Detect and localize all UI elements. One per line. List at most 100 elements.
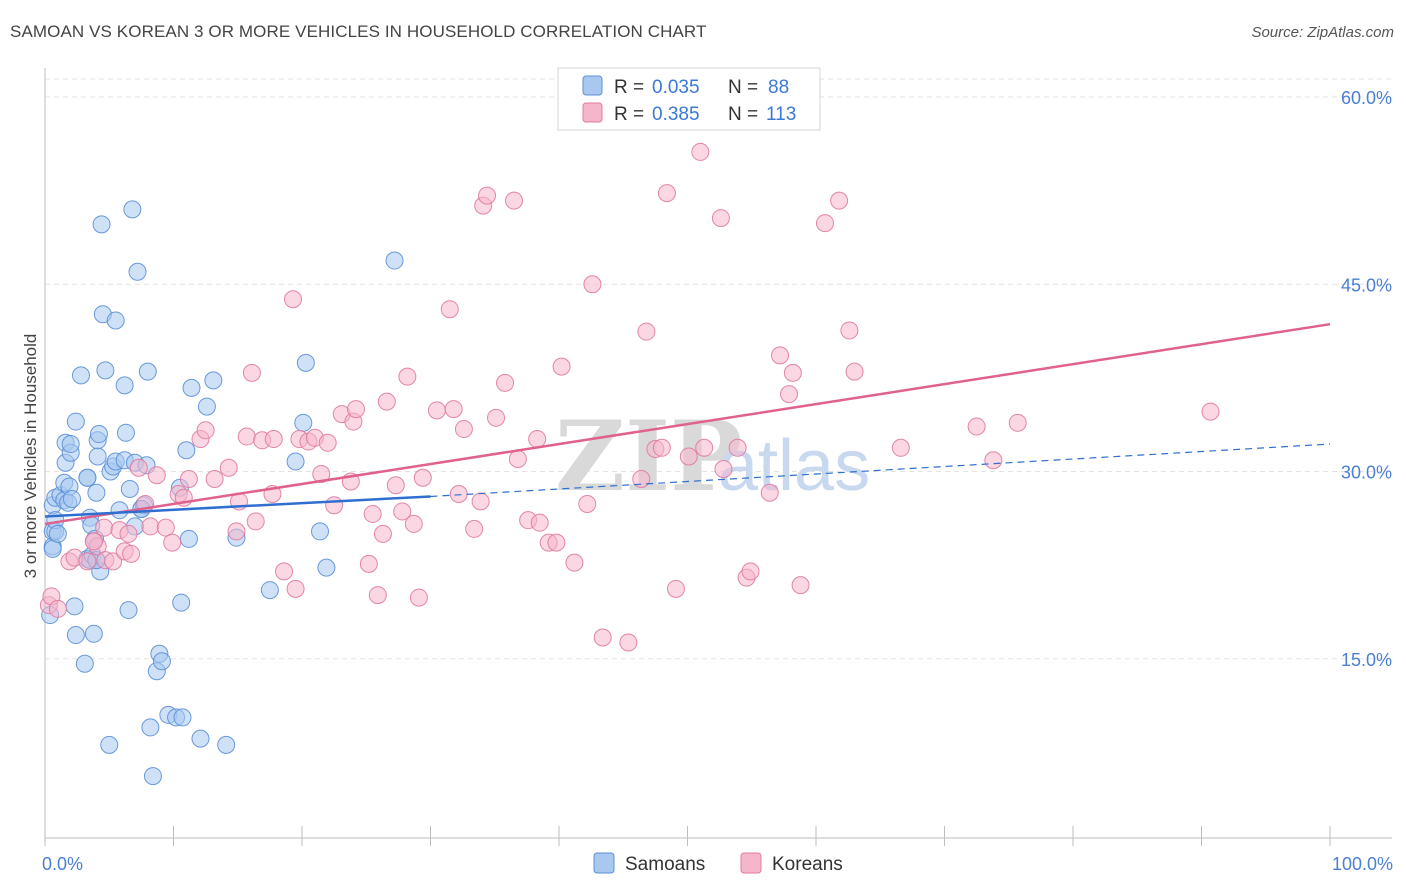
samoan-point-74 (197, 397, 216, 416)
samoan-point-68 (172, 593, 191, 612)
korean-point-93 (711, 209, 730, 228)
samoan-point-33 (87, 483, 106, 502)
samoan-point-78 (260, 581, 279, 600)
korean-point-50 (363, 504, 382, 523)
y-tick-label-1: 30.0% (1341, 463, 1392, 483)
korean-point-61 (440, 300, 459, 319)
korean-point-23 (179, 469, 198, 488)
korean-point-43 (318, 433, 337, 452)
korean-point-30 (237, 427, 256, 446)
series-legend-swatch-koreans (740, 852, 762, 874)
korean-trend-line (44, 322, 1331, 526)
korean-point-70 (496, 373, 515, 392)
samoan-point-20 (66, 626, 85, 645)
x-tick-label-1: 100.0% (1332, 854, 1393, 874)
korean-point-87 (652, 438, 671, 457)
korean-point-89 (666, 579, 685, 598)
samoan-point-72 (182, 378, 201, 397)
korean-point-53 (377, 392, 396, 411)
y-tick-labels: 15.0% 30.0% 45.0% 60.0% (1341, 88, 1392, 670)
korean-point-58 (409, 588, 428, 607)
samoan-point-51 (120, 479, 139, 498)
korean-point-48 (346, 400, 365, 419)
korean-point-20 (163, 533, 182, 552)
korean-point-54 (386, 476, 405, 495)
korean-point-63 (449, 484, 468, 503)
samoan-point-79 (286, 452, 305, 471)
korean-point-10 (104, 552, 123, 571)
samoan-point-49 (116, 423, 135, 442)
watermark-zip: ZIP (555, 400, 742, 513)
korean-point-92 (695, 438, 714, 457)
korean-point-84 (632, 469, 651, 488)
samoan-point-19 (65, 597, 84, 616)
samoan-point-70 (177, 441, 196, 460)
korean-point-2 (48, 599, 67, 618)
korean-point-38 (286, 579, 305, 598)
samoan-point-83 (317, 558, 336, 577)
korean-point-69 (487, 408, 506, 427)
korean-point-32 (246, 512, 265, 531)
korean-point-102 (791, 576, 810, 595)
samoan-trend-line-dashed (430, 443, 1331, 498)
chart-title: SAMOAN VS KOREAN 3 OR MORE VEHICLES IN H… (10, 22, 707, 41)
samoan-point-59 (138, 362, 157, 381)
samoan-point-80 (294, 413, 313, 432)
samoan-point-52 (123, 200, 142, 219)
samoan-point-18 (62, 489, 81, 508)
y-tick-label-3: 60.0% (1341, 88, 1392, 108)
korean-point-42 (312, 464, 331, 483)
korean-point-25 (196, 421, 215, 440)
korean-point-83 (619, 633, 638, 652)
korean-point-55 (393, 502, 412, 521)
samoan-point-84 (385, 251, 404, 270)
korean-point-65 (465, 519, 484, 538)
samoan-point-75 (204, 371, 223, 390)
korean-point-5 (78, 552, 97, 571)
korean-point-100 (780, 385, 799, 404)
stats-legend-r-label-samoan: R = (614, 77, 644, 98)
korean-point-31 (242, 363, 261, 382)
korean-point-81 (583, 275, 602, 294)
samoan-point-30 (84, 624, 103, 643)
korean-point-112 (84, 532, 103, 551)
stats-legend-n-label-samoan: N = (728, 77, 758, 98)
korean-point-35 (264, 430, 283, 449)
korean-point-49 (359, 554, 378, 573)
samoan-point-55 (128, 262, 147, 281)
samoan-point-21 (66, 412, 85, 431)
samoan-point-73 (191, 729, 210, 748)
korean-point-101 (783, 363, 802, 382)
samoan-point-3 (43, 539, 62, 558)
korean-point-28 (227, 522, 246, 541)
korean-point-99 (771, 346, 790, 365)
stats-legend-swatch-korean (582, 102, 603, 123)
korean-point-109 (984, 451, 1003, 470)
x-tick-label-0: 0.0% (42, 854, 83, 874)
korean-point-80 (578, 494, 597, 513)
samoan-trend-line (44, 495, 431, 518)
y-tick-label-2: 45.0% (1341, 275, 1392, 295)
series-legend-swatch-samoans (593, 852, 615, 874)
korean-point-64 (454, 420, 473, 439)
y-axis-label: 3 or more Vehicles in Household (21, 334, 40, 579)
samoan-point-8 (48, 524, 67, 543)
korean-point-13 (119, 524, 138, 543)
korean-point-108 (967, 417, 986, 436)
samoan-point-34 (88, 447, 107, 466)
series-legend-label-samoans: Samoans (625, 854, 705, 875)
korean-point-107 (891, 438, 910, 457)
stats-legend-n-label-korean: N = (728, 104, 758, 125)
samoan-point-48 (115, 376, 134, 395)
korean-point-36 (275, 562, 294, 581)
korean-point-66 (471, 492, 490, 511)
axes (44, 68, 1392, 846)
y-tick-label-0: 15.0% (1341, 650, 1392, 670)
korean-point-52 (373, 524, 392, 543)
korean-point-71 (505, 191, 524, 210)
korean-point-77 (547, 533, 566, 552)
korean-point-95 (728, 438, 747, 457)
samoan-point-71 (179, 529, 198, 548)
samoan-point-23 (75, 654, 94, 673)
